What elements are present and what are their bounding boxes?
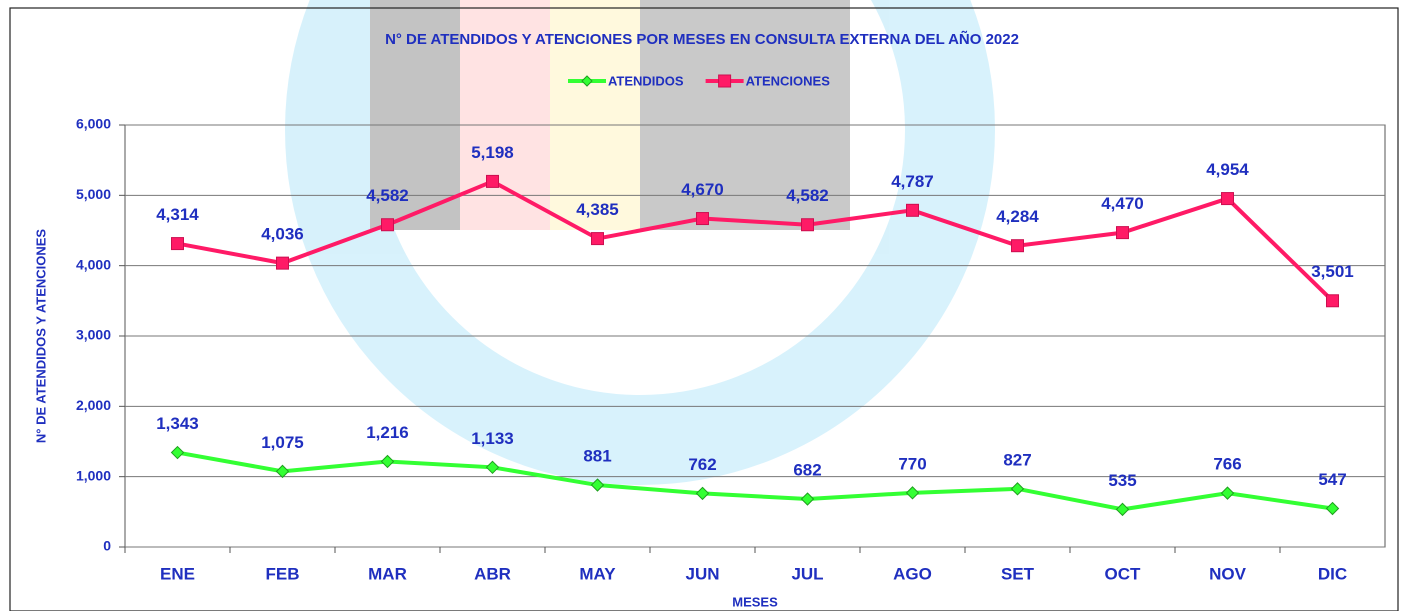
- chart-frame: [9, 7, 1399, 611]
- point: [486, 174, 499, 188]
- series-line: [177, 179, 1334, 303]
- point: [380, 454, 395, 469]
- point: [1010, 482, 1025, 496]
- data-label: 4,284: [996, 207, 1039, 226]
- data-label: 766: [1213, 455, 1241, 474]
- x-tick-label: DIC: [1318, 564, 1347, 583]
- watermark-band: [640, 0, 850, 230]
- series-line: [177, 450, 1333, 512]
- x-tick-label: JUN: [685, 564, 719, 583]
- point: [485, 460, 500, 475]
- point: [696, 212, 709, 226]
- data-label: 881: [583, 447, 611, 466]
- data-label: 535: [1108, 471, 1136, 490]
- x-tick-label: SET: [1001, 564, 1035, 583]
- data-label: 4,582: [366, 186, 409, 205]
- data-label: 762: [688, 455, 716, 474]
- point: [275, 464, 290, 479]
- point: [1326, 294, 1339, 308]
- y-tick-label: 2,000: [76, 397, 111, 413]
- data-label: 770: [898, 454, 926, 473]
- data-label: 4,470: [1101, 194, 1144, 213]
- point: [276, 256, 289, 270]
- data-label: 4,787: [891, 172, 934, 191]
- legend-marker: [718, 74, 732, 88]
- data-label: 4,670: [681, 180, 724, 199]
- point: [1325, 501, 1340, 516]
- x-axis-title: MESES: [732, 594, 778, 609]
- data-label: 4,582: [786, 186, 829, 205]
- point: [1011, 239, 1024, 253]
- data-label: 4,385: [576, 200, 619, 219]
- point: [171, 237, 184, 251]
- point: [1115, 502, 1130, 517]
- watermark-ring: [285, 0, 995, 485]
- data-label: 1,075: [261, 433, 304, 452]
- watermark-band: [370, 0, 460, 230]
- x-tick-label: FEB: [266, 564, 300, 583]
- point: [905, 486, 920, 500]
- y-tick-label: 0: [103, 538, 111, 554]
- point: [801, 218, 814, 232]
- x-tick-label: ABR: [474, 564, 511, 583]
- data-label: 3,501: [1311, 262, 1354, 281]
- data-label: 5,198: [471, 143, 514, 162]
- data-label: 1,133: [471, 429, 514, 448]
- y-tick-label: 1,000: [76, 467, 111, 483]
- data-label: 547: [1318, 470, 1346, 489]
- chart-title: N° DE ATENDIDOS Y ATENCIONES POR MESES E…: [385, 30, 1019, 48]
- y-tick-label: 5,000: [76, 186, 111, 202]
- watermark-band: [460, 0, 550, 230]
- data-label: 4,314: [156, 205, 199, 224]
- data-label: 4,954: [1206, 160, 1249, 179]
- data-label: 827: [1003, 450, 1031, 469]
- legend-marker: [581, 75, 593, 87]
- y-tick-label: 3,000: [76, 327, 111, 343]
- point: [591, 232, 604, 246]
- watermark-band: [550, 0, 640, 230]
- point: [381, 218, 394, 232]
- y-tick-label: 4,000: [76, 256, 111, 272]
- data-label: 1,216: [366, 423, 409, 442]
- x-tick-label: AGO: [893, 564, 932, 583]
- point: [1220, 486, 1235, 500]
- x-tick-label: ENE: [160, 564, 195, 583]
- point: [1221, 192, 1234, 206]
- y-tick-label: 6,000: [76, 116, 111, 132]
- watermark: [285, 0, 995, 485]
- point: [695, 486, 710, 501]
- y-axis-title: N° DE ATENDIDOS Y ATENCIONES: [33, 229, 48, 444]
- data-label: 4,036: [261, 225, 304, 244]
- legend-label: ATENDIDOS: [608, 73, 684, 88]
- point: [1116, 226, 1129, 240]
- data-label: 682: [793, 461, 821, 480]
- x-tick-label: MAR: [368, 564, 407, 583]
- x-tick-label: JUL: [791, 564, 823, 583]
- x-tick-label: OCT: [1105, 564, 1142, 583]
- point: [170, 445, 185, 460]
- data-label: 1,343: [156, 414, 199, 433]
- legend-label: ATENCIONES: [746, 73, 831, 88]
- point: [800, 492, 815, 506]
- x-tick-label: MAY: [579, 564, 616, 583]
- point: [906, 203, 919, 217]
- x-tick-label: NOV: [1209, 564, 1247, 583]
- point: [590, 478, 605, 492]
